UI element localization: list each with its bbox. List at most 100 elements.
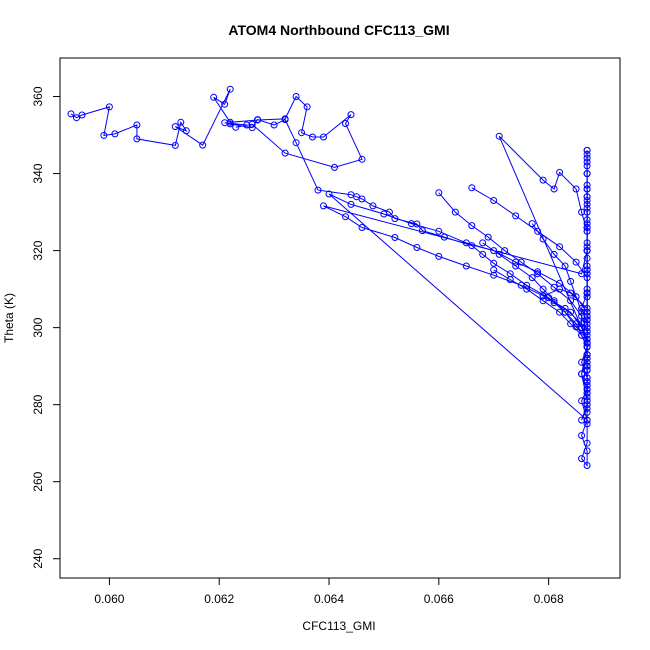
data-point <box>210 93 218 101</box>
y-tick-label: 320 <box>31 240 45 260</box>
data-point <box>583 185 591 193</box>
data-point <box>468 222 476 230</box>
y-tick-label: 340 <box>31 163 45 183</box>
series-line-0 <box>70 88 589 467</box>
data-point <box>556 168 564 176</box>
data-point <box>462 262 470 270</box>
data-point <box>583 162 591 170</box>
data-point <box>490 259 498 267</box>
data-point <box>539 292 547 300</box>
data-point <box>342 213 349 221</box>
data-point <box>572 258 580 266</box>
data-point <box>550 299 558 307</box>
data-point <box>550 283 558 291</box>
data-point <box>490 247 498 255</box>
data-point <box>73 114 80 122</box>
data-point <box>550 250 558 258</box>
series-layer <box>67 85 591 469</box>
data-point <box>528 274 536 282</box>
data-point <box>391 215 399 223</box>
data-point <box>226 120 234 128</box>
data-point <box>342 120 349 127</box>
data-point <box>435 227 443 235</box>
data-point <box>528 220 536 228</box>
data-point <box>281 116 289 124</box>
data-point <box>303 103 311 111</box>
data-point <box>578 324 586 332</box>
data-point <box>512 212 520 220</box>
data-point <box>583 462 591 469</box>
data-point <box>358 155 366 163</box>
data-point <box>583 247 591 255</box>
data-point <box>111 130 119 138</box>
data-point <box>254 116 262 124</box>
data-point <box>512 262 520 270</box>
data-point <box>369 202 377 210</box>
x-tick-label: 0.060 <box>94 592 124 606</box>
data-point <box>468 242 476 250</box>
data-point <box>479 250 487 258</box>
data-point <box>314 186 322 194</box>
data-point <box>578 331 586 339</box>
data-point <box>583 181 591 189</box>
data-point <box>358 224 366 231</box>
data-point <box>226 85 234 93</box>
data-point <box>78 111 86 119</box>
data-point <box>232 123 240 131</box>
data-point <box>550 297 558 305</box>
data-point <box>556 279 564 287</box>
data-point <box>567 277 575 285</box>
data-point <box>243 121 251 129</box>
y-tick-label: 260 <box>31 471 45 491</box>
data-point <box>517 258 525 266</box>
x-tick-label: 0.062 <box>204 592 234 606</box>
data-point <box>534 270 542 278</box>
data-point <box>171 141 179 149</box>
data-point <box>177 118 185 126</box>
data-point <box>583 439 591 447</box>
data-point <box>583 378 591 386</box>
data-point <box>298 129 306 137</box>
data-point <box>418 227 426 235</box>
data-point <box>468 184 476 192</box>
data-point <box>583 354 591 362</box>
data-point <box>506 276 514 283</box>
data-point <box>248 124 256 132</box>
data-point <box>221 100 229 108</box>
data-point <box>479 239 487 247</box>
data-point <box>578 455 586 463</box>
data-point <box>583 227 591 235</box>
data-point <box>539 297 547 305</box>
data-point <box>462 239 470 247</box>
data-point <box>539 285 547 293</box>
data-point <box>347 200 355 208</box>
data-point <box>583 366 591 374</box>
data-point <box>501 247 509 255</box>
data-point <box>583 146 591 154</box>
y-axis-label: Theta (K) <box>2 293 16 343</box>
x-axis: 0.060 0.062 0.064 0.066 0.068 <box>94 577 564 606</box>
data-point <box>358 195 366 203</box>
x-tick-label: 0.064 <box>314 592 344 606</box>
data-point <box>380 210 388 218</box>
chart-title: ATOM4 Northbound CFC113_GMI <box>228 22 449 38</box>
data-point <box>523 285 531 293</box>
data-point <box>451 208 459 216</box>
data-point <box>583 447 591 455</box>
data-point <box>495 250 503 258</box>
y-tick-label: 280 <box>31 394 45 414</box>
y-tick-label: 360 <box>31 86 45 106</box>
data-point <box>105 103 113 111</box>
x-tick-label: 0.066 <box>424 592 454 606</box>
data-point <box>583 208 591 216</box>
data-point <box>484 233 492 241</box>
data-point <box>567 297 575 305</box>
data-point <box>133 121 141 129</box>
data-point <box>413 244 421 251</box>
data-point <box>583 420 591 428</box>
data-point <box>561 262 569 270</box>
data-point <box>517 281 525 289</box>
data-point <box>182 127 190 135</box>
data-point <box>67 110 75 118</box>
